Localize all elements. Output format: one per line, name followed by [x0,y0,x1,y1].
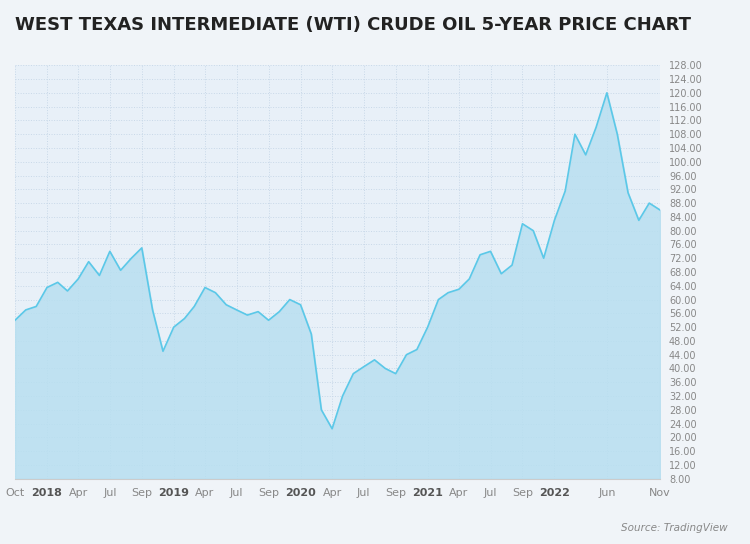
Text: WEST TEXAS INTERMEDIATE (WTI) CRUDE OIL 5-YEAR PRICE CHART: WEST TEXAS INTERMEDIATE (WTI) CRUDE OIL … [15,16,691,34]
Text: Source: TradingView: Source: TradingView [621,523,728,533]
